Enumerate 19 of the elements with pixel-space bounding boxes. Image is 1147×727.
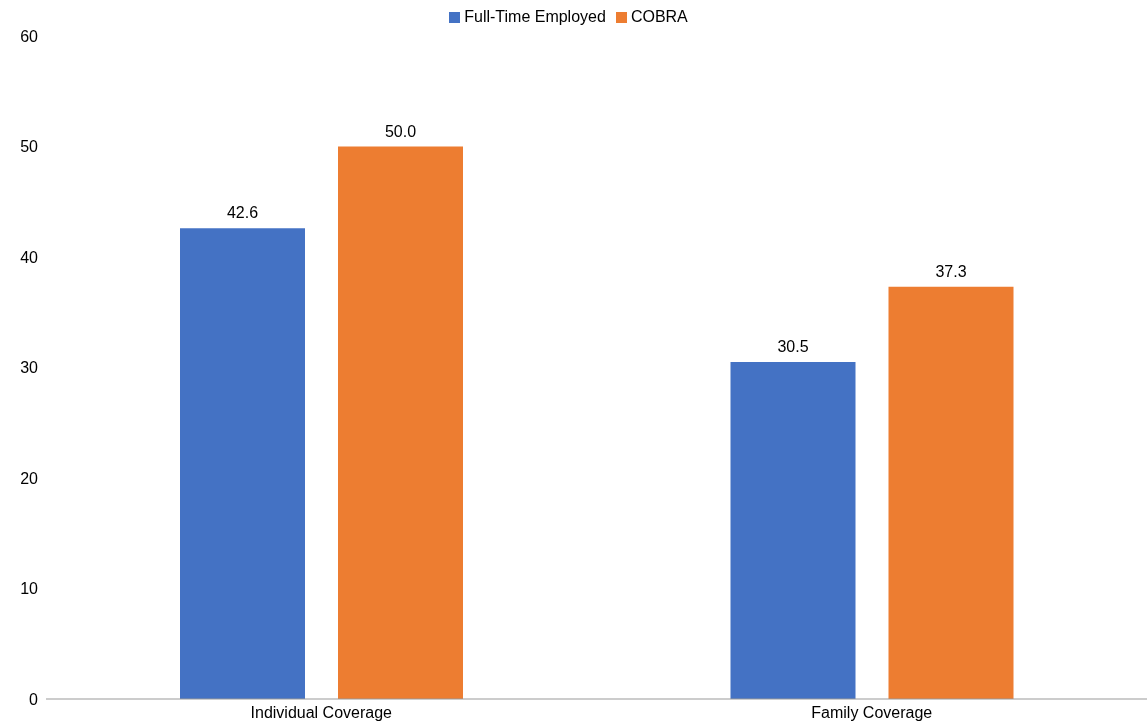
y-tick-label: 60 (20, 27, 39, 45)
bar (730, 361, 856, 699)
legend-label: Full-Time Employed (464, 8, 606, 25)
y-tick-label: 10 (20, 580, 39, 598)
bar (888, 286, 1014, 699)
text: 42.6 (226, 204, 259, 222)
y-tick-label: 30 (20, 359, 39, 377)
legend-label: COBRA (630, 8, 688, 25)
text: 30.5 (777, 337, 809, 355)
text: 50.0 (384, 122, 417, 140)
x-tick-label: Family Coverage (811, 704, 933, 722)
y-tick-label: 20 (20, 469, 39, 487)
bar (338, 146, 463, 699)
y-tick-label: 40 (20, 248, 39, 266)
x-tick-label: Individual Coverage (250, 704, 393, 722)
text: 37.3 (935, 262, 967, 280)
bar (180, 228, 305, 699)
y-tick-label: 50 (20, 138, 39, 156)
y-tick-label: 0 (29, 690, 39, 708)
